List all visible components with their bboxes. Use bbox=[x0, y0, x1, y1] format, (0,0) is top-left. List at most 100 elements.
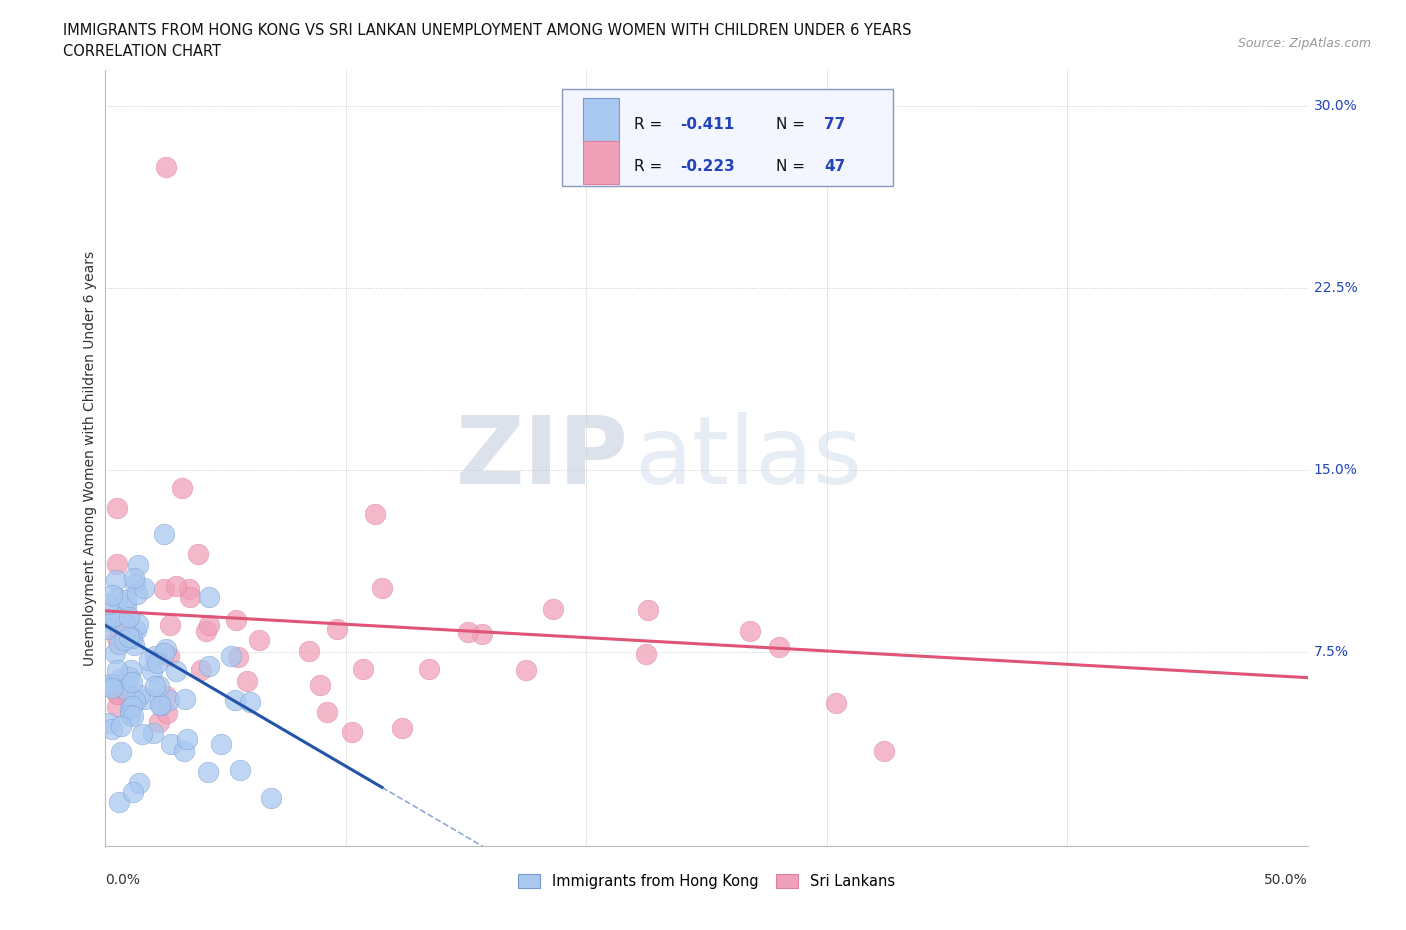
Point bbox=[107, 631, 129, 645]
Point bbox=[97, 596, 120, 611]
Point bbox=[226, 649, 249, 664]
Point bbox=[111, 677, 134, 692]
Point bbox=[155, 159, 177, 174]
Point bbox=[122, 571, 145, 586]
Point bbox=[219, 649, 242, 664]
Point bbox=[112, 633, 135, 648]
Point bbox=[121, 698, 143, 713]
Point bbox=[100, 722, 122, 737]
Point bbox=[259, 790, 281, 805]
Point bbox=[198, 590, 221, 604]
Point bbox=[149, 698, 172, 713]
Text: -0.223: -0.223 bbox=[681, 159, 735, 174]
Text: 30.0%: 30.0% bbox=[1313, 100, 1357, 113]
Point bbox=[107, 687, 129, 702]
Point bbox=[97, 679, 120, 694]
Point bbox=[197, 764, 219, 779]
Point bbox=[128, 687, 150, 702]
Point bbox=[120, 702, 142, 717]
Text: CORRELATION CHART: CORRELATION CHART bbox=[63, 44, 221, 59]
Point bbox=[114, 617, 136, 631]
Point bbox=[187, 547, 209, 562]
Text: 15.0%: 15.0% bbox=[1313, 463, 1357, 477]
Point bbox=[634, 646, 657, 661]
Point bbox=[148, 714, 170, 729]
Point bbox=[98, 677, 121, 692]
Point bbox=[97, 614, 120, 629]
Point bbox=[165, 578, 187, 593]
Point bbox=[131, 726, 153, 741]
Text: atlas: atlas bbox=[634, 412, 863, 504]
Point bbox=[105, 662, 128, 677]
Point bbox=[127, 587, 149, 602]
Point bbox=[134, 692, 156, 707]
Point bbox=[155, 642, 177, 657]
Y-axis label: Unemployment Among Women with Children Under 6 years: Unemployment Among Women with Children U… bbox=[83, 250, 97, 666]
Point bbox=[146, 656, 169, 671]
Point bbox=[153, 526, 176, 541]
Text: 47: 47 bbox=[824, 159, 845, 174]
Point bbox=[391, 720, 413, 735]
FancyBboxPatch shape bbox=[562, 89, 893, 186]
Point bbox=[157, 692, 180, 707]
Point bbox=[127, 617, 149, 631]
Point bbox=[141, 664, 163, 679]
Point bbox=[108, 671, 131, 686]
Point bbox=[176, 732, 198, 747]
Point bbox=[352, 662, 374, 677]
Point bbox=[121, 785, 143, 800]
Point bbox=[173, 743, 195, 758]
Point bbox=[124, 622, 146, 637]
Point bbox=[108, 623, 131, 638]
Point bbox=[179, 590, 201, 604]
Text: IMMIGRANTS FROM HONG KONG VS SRI LANKAN UNEMPLOYMENT AMONG WOMEN WITH CHILDREN U: IMMIGRANTS FROM HONG KONG VS SRI LANKAN … bbox=[63, 23, 911, 38]
Text: 0.0%: 0.0% bbox=[105, 873, 141, 887]
Point bbox=[160, 737, 183, 751]
Point bbox=[121, 631, 143, 645]
Point bbox=[108, 636, 131, 651]
Bar bbox=[582, 99, 619, 141]
Point bbox=[768, 639, 790, 654]
Point bbox=[515, 662, 537, 677]
Point bbox=[143, 648, 166, 663]
Point bbox=[371, 581, 394, 596]
Text: -0.411: -0.411 bbox=[681, 116, 734, 132]
Point bbox=[153, 581, 176, 596]
Point bbox=[104, 646, 127, 661]
Point bbox=[122, 637, 145, 652]
Point bbox=[115, 599, 138, 614]
Point bbox=[156, 706, 179, 721]
Text: N =: N = bbox=[776, 159, 810, 174]
Point bbox=[114, 682, 136, 697]
Point bbox=[236, 673, 259, 688]
Point bbox=[738, 623, 761, 638]
Text: R =: R = bbox=[634, 116, 668, 132]
Text: R =: R = bbox=[634, 159, 668, 174]
Point bbox=[239, 695, 262, 710]
Point bbox=[104, 573, 127, 588]
Point bbox=[121, 674, 143, 689]
Point bbox=[124, 577, 146, 591]
Point bbox=[174, 692, 197, 707]
Point bbox=[153, 645, 176, 660]
Point bbox=[325, 621, 347, 636]
Point bbox=[298, 644, 321, 658]
Text: 7.5%: 7.5% bbox=[1313, 645, 1348, 659]
Point bbox=[198, 658, 221, 673]
Bar bbox=[582, 141, 619, 184]
Point bbox=[249, 632, 271, 647]
Point bbox=[229, 763, 252, 777]
Point bbox=[224, 693, 246, 708]
Legend: Immigrants from Hong Kong, Sri Lankans: Immigrants from Hong Kong, Sri Lankans bbox=[513, 869, 900, 895]
Point bbox=[873, 744, 896, 759]
Point bbox=[138, 653, 160, 668]
Point bbox=[107, 500, 129, 515]
Point bbox=[107, 557, 129, 572]
Point bbox=[97, 621, 120, 636]
Point bbox=[225, 612, 247, 627]
Point bbox=[101, 587, 124, 602]
Point bbox=[110, 744, 132, 759]
Point bbox=[108, 795, 131, 810]
Point bbox=[122, 709, 145, 724]
Point bbox=[107, 699, 129, 714]
